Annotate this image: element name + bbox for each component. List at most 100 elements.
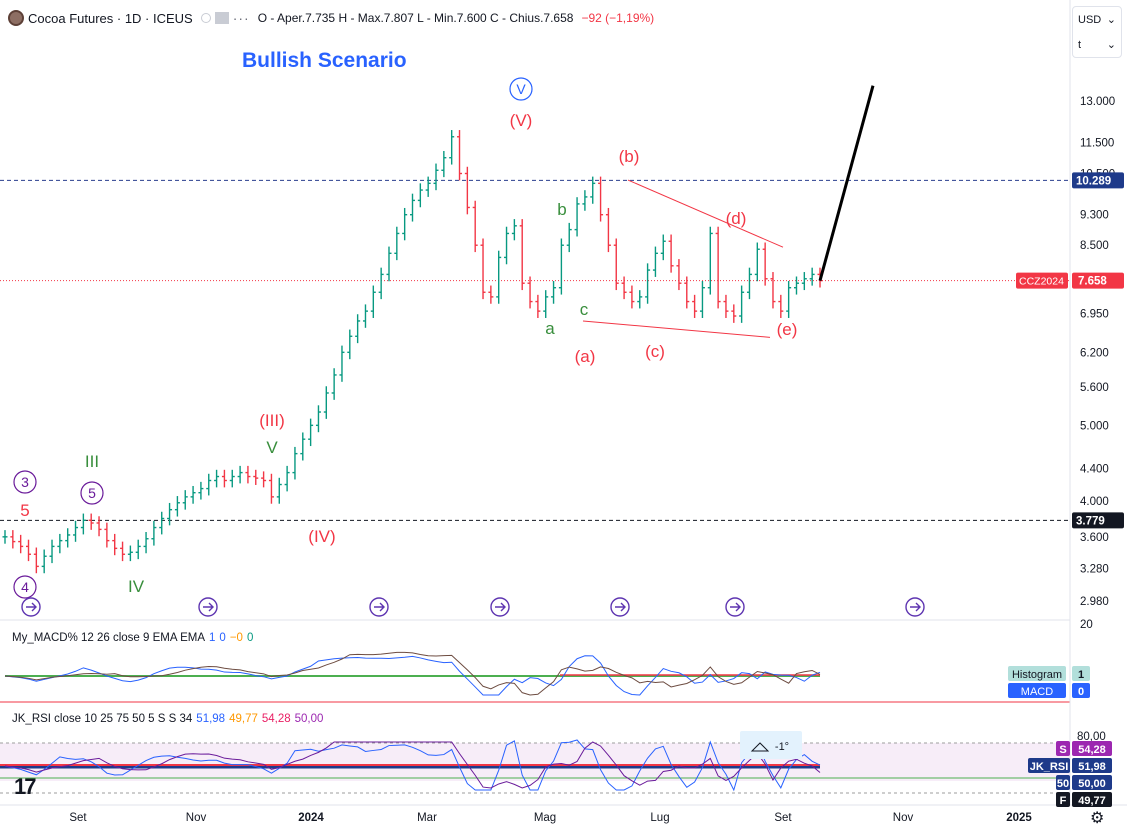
macd-value-tag (1072, 683, 1090, 698)
symbol-title[interactable]: Cocoa Futures · 1D · ICEUS ··· (8, 10, 250, 26)
level-tag (1072, 172, 1124, 189)
wave-label: III (85, 452, 99, 471)
rsi-param-2: 49,77 (229, 713, 258, 725)
macd-value-tag (1072, 666, 1090, 681)
ohlc-values: O - Aper.7.735 H - Max.7.807 L - Min.7.6… (257, 11, 574, 25)
arrow-icon (730, 602, 741, 612)
y-tick-label: 13.000 (1080, 96, 1115, 108)
rsi-param-3: 54,28 (261, 713, 291, 725)
gear-icon[interactable]: ⚙ (1090, 810, 1105, 827)
chevron-down-icon: ⌄ (1106, 39, 1116, 51)
projection-line (818, 85, 875, 282)
macd-title: My_MACD% 12 26 close 9 EMA EMA (12, 632, 206, 644)
rsi-value-label: 51,98 (1078, 761, 1106, 773)
wave-label: (IV) (308, 527, 335, 546)
unit-option[interactable]: t ⌄ (1073, 32, 1121, 57)
wave-label: b (557, 200, 566, 219)
rsi-value-label: 49,77 (1078, 795, 1106, 807)
rsi-value-label: 50,00 (1078, 778, 1106, 790)
rsi-value-tag (1072, 775, 1112, 790)
tradingview-logo[interactable]: 17 (14, 774, 37, 799)
rsi-slow-line (4, 741, 821, 789)
rsi-param-4: 50,00 (294, 713, 324, 725)
trendline-upper (627, 179, 784, 248)
currency-selector[interactable]: USD ⌄ t ⌄ (1072, 6, 1122, 58)
rsi-key-tag (1056, 775, 1070, 790)
rsi-legend: JK_RSI close 10 25 75 50 5 S S 34 51,98 … (12, 713, 323, 725)
level-tag-label: 3.779 (1076, 515, 1105, 527)
price-bars (2, 130, 823, 574)
flag-icon[interactable] (214, 12, 229, 24)
macd-tag (1008, 666, 1066, 681)
x-tick-label: Mag (534, 812, 556, 824)
arrow-icon (615, 602, 626, 612)
x-tick-label: Lug (650, 812, 669, 824)
angle-icon (750, 742, 770, 752)
wave-label: 3 (21, 474, 29, 490)
wave-label: (V) (510, 111, 533, 130)
macd-param-4: 0 (246, 632, 254, 644)
rsi-title: JK_RSI close 10 25 75 50 5 S S 34 (12, 713, 193, 725)
y-tick-label: 6.200 (1080, 347, 1109, 359)
currency-option[interactable]: USD ⌄ (1073, 7, 1121, 32)
wave-label: V (516, 81, 526, 97)
x-tick-label: Set (774, 812, 792, 824)
rsi-key-label: 50 (1057, 778, 1069, 790)
arrow-icon (203, 602, 214, 612)
y-tick-label: 5.000 (1080, 420, 1109, 432)
wave-label: (b) (619, 147, 640, 166)
wave-label: V (266, 438, 278, 457)
rsi-value-tag (1072, 792, 1112, 807)
arrow-icon (495, 602, 506, 612)
wave-label: (a) (575, 347, 596, 366)
chart-title: Bullish Scenario (242, 49, 407, 72)
macd-line (4, 655, 821, 696)
x-tick-label: Nov (893, 812, 914, 824)
wave-label: 5 (88, 485, 96, 501)
rsi-key-label: S (1059, 744, 1066, 756)
last-price-label: 7.658 (1078, 276, 1107, 288)
rsi-param-1: 51,98 (196, 713, 226, 725)
price-change: −92 (−1,19%) (581, 11, 655, 25)
macd-param-2: 0 (219, 632, 226, 644)
wave-circle (80, 481, 104, 505)
y-tick-label: 3.280 (1080, 563, 1109, 575)
rsi-value-tag (1072, 741, 1112, 756)
more-icon[interactable]: ··· (232, 10, 250, 26)
rsi-line (4, 739, 821, 792)
wave-circle (13, 470, 37, 494)
rsi-key-tag (1028, 758, 1070, 773)
symbol-legend: Cocoa Futures · 1D · ICEUS ··· O - Aper.… (8, 6, 654, 30)
rsi-axis-label: 80,00 (1077, 731, 1106, 743)
macd-signal-line (4, 651, 821, 696)
angle-value: -1° (775, 741, 789, 753)
rsi-value-label: 54,28 (1078, 744, 1106, 756)
wave-label: a (545, 319, 555, 338)
x-tick-label: 2024 (298, 812, 324, 824)
wave-label: (c) (645, 342, 665, 361)
arrow-icon (910, 602, 921, 612)
level-tag-label: 10.289 (1076, 175, 1111, 187)
wave-label: 4 (21, 579, 29, 595)
trendline-lower (582, 320, 771, 338)
market-status-icon (200, 13, 211, 23)
wave-label: IV (128, 577, 145, 596)
x-tick-label: 2025 (1006, 812, 1032, 824)
currency-label: USD (1078, 13, 1102, 26)
level-tag (1072, 512, 1124, 529)
macd-tag (1008, 683, 1066, 698)
wave-label: 5 (20, 501, 29, 520)
wave-label: (d) (726, 209, 747, 228)
rsi-key-tag (1056, 741, 1070, 756)
rsi-value-tag (1072, 758, 1112, 773)
macd-param-3: −0 (229, 632, 243, 644)
wave-circle (509, 77, 533, 101)
macd-param-1: 1 (209, 632, 216, 644)
y-tick-label: 3.600 (1080, 532, 1109, 544)
rsi-key-label: F (1060, 795, 1067, 807)
unit-label: t (1078, 38, 1082, 51)
macd-tag-label: MACD (1021, 686, 1053, 698)
last-price-tag (1072, 272, 1124, 289)
